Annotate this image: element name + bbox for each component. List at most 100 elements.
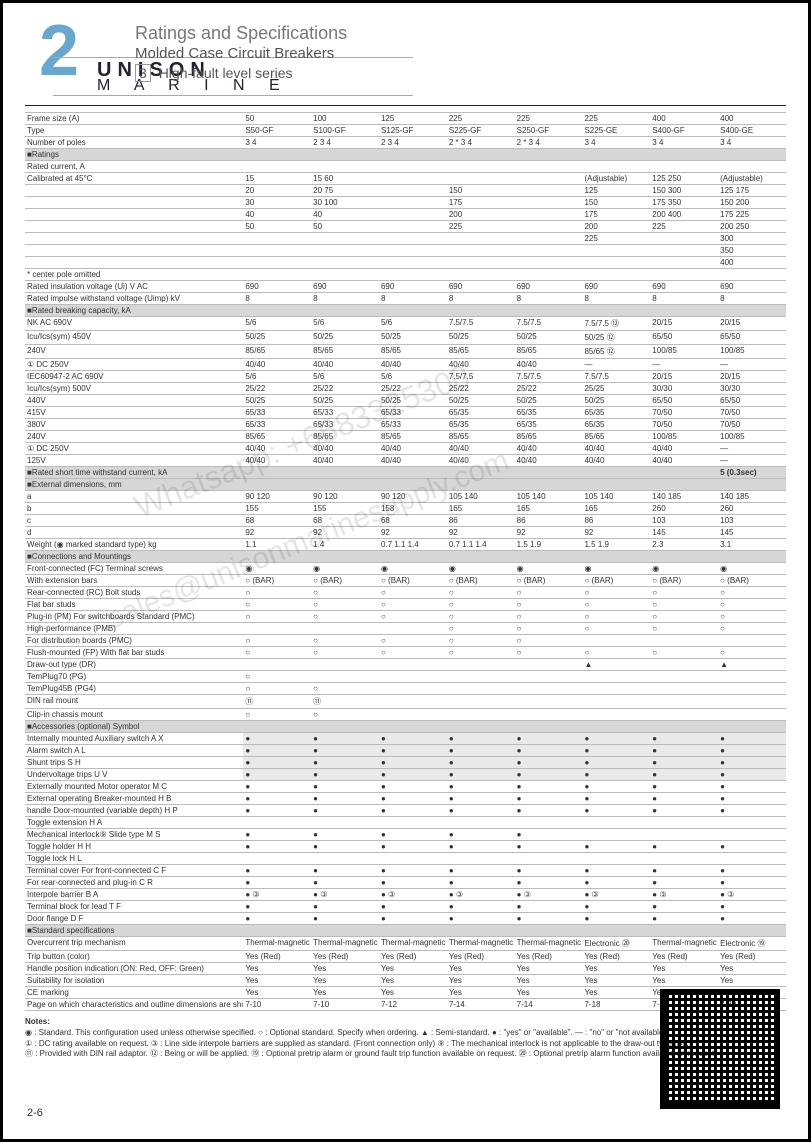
row-label: For distribution boards (PMC) <box>25 635 243 647</box>
cell: 92 <box>243 527 311 539</box>
cell: ○ <box>311 599 379 611</box>
cell <box>379 221 447 233</box>
cell: ● <box>582 877 650 889</box>
cell <box>243 467 311 479</box>
cell <box>650 925 718 937</box>
cell <box>379 479 447 491</box>
cell: ● <box>582 757 650 769</box>
cell: Yes (Red) <box>379 951 447 963</box>
cell: Yes <box>515 963 583 975</box>
cell <box>718 551 786 563</box>
cell: ● <box>447 781 515 793</box>
cell: ● <box>379 901 447 913</box>
cell: Yes <box>379 987 447 999</box>
cell <box>718 853 786 865</box>
cell: ● <box>379 805 447 817</box>
cell: ◉ <box>379 563 447 575</box>
cell: 90 120 <box>243 491 311 503</box>
cell: 225 <box>515 113 583 125</box>
cell: ○ <box>447 635 515 647</box>
cell: ○ <box>582 623 650 635</box>
cell <box>515 161 583 173</box>
cell: 7-18 <box>582 999 650 1011</box>
cell <box>243 269 311 281</box>
cell: ● <box>311 877 379 889</box>
row-label: CE marking <box>25 987 243 999</box>
cell: 15 60 <box>311 173 379 185</box>
cell: Thermal-magnetic <box>650 937 718 951</box>
cell: ○ <box>718 623 786 635</box>
cell: ● <box>582 745 650 757</box>
cell: 20 <box>243 185 311 197</box>
cell <box>718 671 786 683</box>
cell: ● <box>243 769 311 781</box>
cell: 103 <box>718 515 786 527</box>
cell: 65/35 <box>582 419 650 431</box>
cell: 3 4 <box>243 137 311 149</box>
cell: ● <box>447 769 515 781</box>
cell: ● ③ <box>650 889 718 901</box>
cell: 690 <box>718 281 786 293</box>
cell: ● <box>582 769 650 781</box>
cell <box>515 305 583 317</box>
cell: 65/35 <box>447 407 515 419</box>
cell: 2 * 3 4 <box>447 137 515 149</box>
cell: 50 <box>311 221 379 233</box>
cell: 85/65 <box>243 345 311 359</box>
cell: ● <box>379 745 447 757</box>
cell: 40/40 <box>311 359 379 371</box>
row-label: Handle position indication (ON: Red, OFF… <box>25 963 243 975</box>
cell: 8 <box>650 293 718 305</box>
cell: ● <box>515 913 583 925</box>
cell <box>447 233 515 245</box>
row-label: Door flange D F <box>25 913 243 925</box>
cell: 103 <box>650 515 718 527</box>
cell <box>379 197 447 209</box>
cell: ● <box>718 781 786 793</box>
cell: — <box>650 359 718 371</box>
cell: 690 <box>243 281 311 293</box>
cell: 85/65 ⑫ <box>582 345 650 359</box>
cell: ○ <box>447 647 515 659</box>
cell <box>311 467 379 479</box>
cell: 145 <box>718 527 786 539</box>
cell <box>243 623 311 635</box>
cell <box>311 853 379 865</box>
cell: 125 175 <box>718 185 786 197</box>
cell: 50/25 <box>447 331 515 345</box>
cell <box>582 257 650 269</box>
cell: Yes <box>447 963 515 975</box>
cell <box>650 659 718 671</box>
row-label: b <box>25 503 243 515</box>
cell: 200 250 <box>718 221 786 233</box>
cell: ◉ <box>582 563 650 575</box>
cell: 65/33 <box>311 419 379 431</box>
row-label: a <box>25 491 243 503</box>
cell: 690 <box>650 281 718 293</box>
cell: 260 <box>718 503 786 515</box>
cell: 1.4 <box>311 539 379 551</box>
cell: ● <box>447 865 515 877</box>
cell: ● <box>650 793 718 805</box>
cell <box>515 817 583 829</box>
cell: 2 * 3 4 <box>515 137 583 149</box>
cell: ● <box>243 829 311 841</box>
cell: 7-10 <box>243 999 311 1011</box>
cell: Thermal-magnetic <box>311 937 379 951</box>
cell: ● <box>243 865 311 877</box>
cell: ● <box>582 793 650 805</box>
row-label: Rear-connected (RC) Bolt studs <box>25 587 243 599</box>
cell: 20 75 <box>311 185 379 197</box>
cell: 150 300 <box>650 185 718 197</box>
cell: 90 120 <box>379 491 447 503</box>
cell: — <box>718 359 786 371</box>
cell: 20/15 <box>718 371 786 383</box>
cell: ● <box>311 733 379 745</box>
cell <box>582 149 650 161</box>
row-label: 240V <box>25 431 243 443</box>
page-title: Ratings and Specifications <box>135 23 347 44</box>
cell <box>311 161 379 173</box>
row-label: Clip-in chassis mount <box>25 709 243 721</box>
row-label: For rear-connected and plug-in C R <box>25 877 243 889</box>
row-label: Type <box>25 125 243 137</box>
